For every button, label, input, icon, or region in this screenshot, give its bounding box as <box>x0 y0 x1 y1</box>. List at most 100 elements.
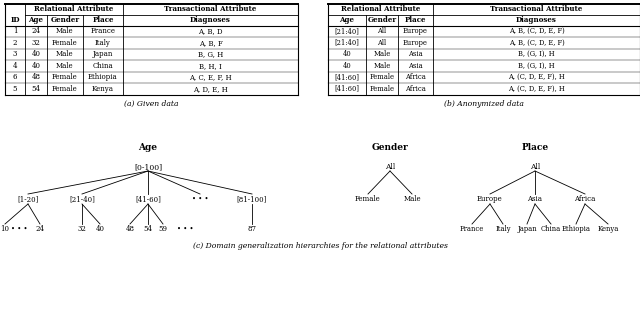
Text: Female: Female <box>52 39 78 47</box>
Text: 87: 87 <box>248 225 257 233</box>
Text: Male: Male <box>56 27 74 35</box>
Text: [1-20]: [1-20] <box>17 195 38 203</box>
Text: 5: 5 <box>13 85 17 93</box>
Text: Kenya: Kenya <box>597 225 619 233</box>
Text: A, B, (C, D, E, F): A, B, (C, D, E, F) <box>509 27 564 35</box>
Text: [21-40]: [21-40] <box>69 195 95 203</box>
Text: B, (G, I), H: B, (G, I), H <box>518 50 555 58</box>
Text: 6: 6 <box>13 73 17 81</box>
Text: [41:60]: [41:60] <box>335 85 360 93</box>
Text: China: China <box>541 225 561 233</box>
Text: Diagnoses: Diagnoses <box>190 16 231 24</box>
Text: A, B, F: A, B, F <box>198 39 222 47</box>
Text: B, (G, I), H: B, (G, I), H <box>518 62 555 70</box>
Text: (c) Domain generalization hierarchies for the relational attributes: (c) Domain generalization hierarchies fo… <box>193 242 447 250</box>
Text: Male: Male <box>373 62 390 70</box>
Text: 1: 1 <box>13 27 17 35</box>
Text: [21:40]: [21:40] <box>335 27 360 35</box>
Text: Place: Place <box>522 143 548 152</box>
Text: A, (C, D, E, F), H: A, (C, D, E, F), H <box>508 73 565 81</box>
Text: 48: 48 <box>125 225 134 233</box>
Text: France: France <box>460 225 484 233</box>
Text: A, D, E, H: A, D, E, H <box>193 85 228 93</box>
Text: 40: 40 <box>342 62 351 70</box>
Text: Asia: Asia <box>408 62 423 70</box>
Text: A, C, E, F, H: A, C, E, F, H <box>189 73 232 81</box>
Text: ID: ID <box>10 16 20 24</box>
Text: Place: Place <box>404 16 426 24</box>
Text: 40: 40 <box>31 62 40 70</box>
Text: Italy: Italy <box>95 39 111 47</box>
Text: Transactional Attribute: Transactional Attribute <box>164 5 257 13</box>
Text: Japan: Japan <box>93 50 113 58</box>
Text: Gender: Gender <box>51 16 79 24</box>
Text: All: All <box>385 163 395 171</box>
Text: 2: 2 <box>13 39 17 47</box>
Text: Age: Age <box>138 143 157 152</box>
Text: [41-60]: [41-60] <box>135 195 161 203</box>
Text: 10: 10 <box>1 225 10 233</box>
Text: Male: Male <box>373 50 390 58</box>
Text: Age: Age <box>29 16 44 24</box>
Text: Transactional Attribute: Transactional Attribute <box>490 5 582 13</box>
Text: • • •: • • • <box>11 225 28 233</box>
Text: [0-100]: [0-100] <box>134 163 162 171</box>
Text: Japan: Japan <box>517 225 537 233</box>
Text: 32: 32 <box>77 225 86 233</box>
Text: • • •: • • • <box>177 225 193 233</box>
Text: Gender: Gender <box>367 16 397 24</box>
Text: Female: Female <box>52 85 78 93</box>
Text: Africa: Africa <box>574 195 596 203</box>
Text: 59: 59 <box>159 225 168 233</box>
Text: Diagnoses: Diagnoses <box>516 16 557 24</box>
Text: Africa: Africa <box>405 85 426 93</box>
Text: 54: 54 <box>31 85 40 93</box>
Text: • • •: • • • <box>192 195 208 203</box>
Text: Female: Female <box>355 195 381 203</box>
Text: Asia: Asia <box>527 195 543 203</box>
Text: 48: 48 <box>31 73 40 81</box>
Text: 24: 24 <box>31 27 40 35</box>
Text: B, G, H: B, G, H <box>198 50 223 58</box>
Text: (a) Given data: (a) Given data <box>124 100 179 107</box>
Text: 3: 3 <box>13 50 17 58</box>
Text: 40: 40 <box>31 50 40 58</box>
Text: Kenya: Kenya <box>92 85 114 93</box>
Text: 32: 32 <box>31 39 40 47</box>
Text: Europe: Europe <box>403 27 428 35</box>
Text: 24: 24 <box>35 225 45 233</box>
Text: Male: Male <box>56 62 74 70</box>
Text: All: All <box>530 163 540 171</box>
Text: B, H, I: B, H, I <box>199 62 222 70</box>
Text: Europe: Europe <box>403 39 428 47</box>
Text: Male: Male <box>403 195 421 203</box>
Text: Ethiopia: Ethiopia <box>88 73 118 81</box>
Text: Asia: Asia <box>408 50 423 58</box>
Text: Female: Female <box>369 73 394 81</box>
Text: Age: Age <box>339 16 355 24</box>
Text: 40: 40 <box>95 225 104 233</box>
Text: (b) Anonymized data: (b) Anonymized data <box>444 100 524 107</box>
Text: 54: 54 <box>143 225 152 233</box>
Text: [81-100]: [81-100] <box>237 195 267 203</box>
Text: Relational Attribute: Relational Attribute <box>35 5 114 13</box>
Text: [41:60]: [41:60] <box>335 73 360 81</box>
Text: Female: Female <box>52 73 78 81</box>
Text: Female: Female <box>369 85 394 93</box>
Text: China: China <box>93 62 113 70</box>
Text: A, B, (C, D, E, F): A, B, (C, D, E, F) <box>509 39 564 47</box>
Text: All: All <box>378 39 387 47</box>
Text: France: France <box>90 27 115 35</box>
Text: Gender: Gender <box>372 143 408 152</box>
Text: Place: Place <box>92 16 114 24</box>
Text: 4: 4 <box>13 62 17 70</box>
Text: Europe: Europe <box>477 195 503 203</box>
Text: A, B, D: A, B, D <box>198 27 223 35</box>
Text: A, (C, D, E, F), H: A, (C, D, E, F), H <box>508 85 565 93</box>
Text: Relational Attribute: Relational Attribute <box>341 5 420 13</box>
Text: Africa: Africa <box>405 73 426 81</box>
Text: Male: Male <box>56 50 74 58</box>
Text: [21:40]: [21:40] <box>335 39 360 47</box>
Text: All: All <box>378 27 387 35</box>
Text: 40: 40 <box>342 50 351 58</box>
